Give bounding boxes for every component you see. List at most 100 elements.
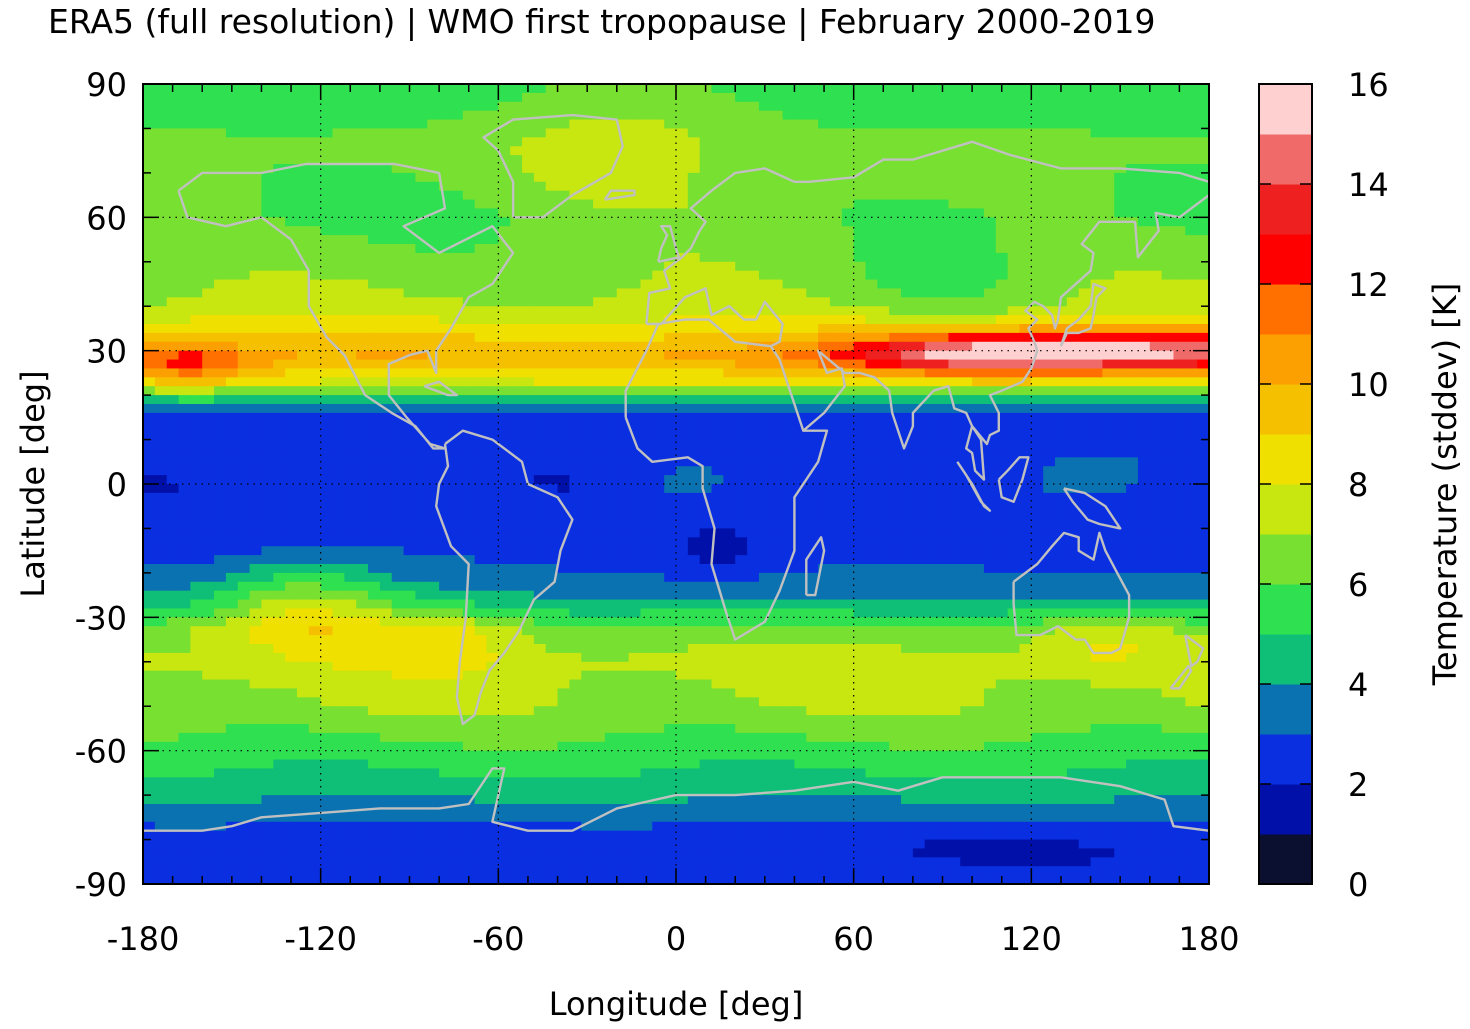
heatmap-cell <box>237 404 251 414</box>
heatmap-cell <box>770 412 784 423</box>
heatmap-cell <box>320 226 334 236</box>
heatmap-cell <box>616 492 630 503</box>
heatmap-cell <box>652 101 665 112</box>
heatmap-cell <box>818 457 831 467</box>
heatmap-cell <box>1185 528 1198 538</box>
heatmap-cell <box>510 537 523 547</box>
heatmap-cell <box>557 315 570 325</box>
heatmap-cell <box>806 359 819 370</box>
heatmap-cell <box>853 421 867 432</box>
heatmap-cell <box>1114 261 1127 272</box>
heatmap-cell <box>1031 546 1044 556</box>
heatmap-cell <box>581 501 594 512</box>
heatmap-cell <box>332 146 345 156</box>
heatmap-cell <box>723 448 736 458</box>
heatmap-cell <box>1126 341 1139 352</box>
heatmap-cell <box>498 92 511 103</box>
heatmap-cell <box>841 226 855 236</box>
heatmap-cell <box>853 537 867 547</box>
heatmap-cell <box>296 181 310 192</box>
heatmap-cell <box>522 270 535 281</box>
heatmap-cell <box>1055 261 1068 272</box>
heatmap-cell <box>462 492 476 503</box>
heatmap-cell <box>510 217 523 227</box>
heatmap-cell <box>344 439 357 450</box>
heatmap-cell <box>320 528 334 538</box>
heatmap-cell <box>664 528 677 538</box>
heatmap-cell <box>237 546 251 556</box>
heatmap-cell <box>154 350 168 361</box>
heatmap-cell <box>640 510 653 521</box>
heatmap-cell <box>936 457 950 467</box>
heatmap-cell <box>687 537 701 547</box>
heatmap-cell <box>225 217 239 227</box>
heatmap-cell <box>829 501 843 512</box>
heatmap-cell <box>533 84 547 94</box>
heatmap-cell <box>403 199 417 210</box>
heatmap-cell <box>770 172 784 183</box>
heatmap-cell <box>1149 501 1163 512</box>
heatmap-cell <box>1055 110 1068 121</box>
heatmap-cell <box>320 137 334 147</box>
heatmap-cell <box>912 119 926 130</box>
heatmap-cell <box>593 350 606 361</box>
heatmap-cell <box>308 252 322 263</box>
heatmap-cell <box>818 279 831 290</box>
heatmap-cell <box>782 457 796 467</box>
heatmap-cell <box>747 208 760 218</box>
heatmap-cell <box>782 235 796 245</box>
heatmap-cell <box>604 386 618 396</box>
heatmap-cell <box>699 208 713 218</box>
heatmap-cell <box>462 359 476 370</box>
heatmap-cell <box>225 430 239 441</box>
heatmap-cell <box>841 110 855 121</box>
heatmap-cell <box>379 137 393 147</box>
heatmap-cell <box>676 92 689 103</box>
heatmap-cell <box>1126 439 1139 450</box>
heatmap-cell <box>889 261 902 272</box>
heatmap-cell <box>415 146 428 156</box>
heatmap-cell <box>569 564 582 574</box>
heatmap-cell <box>474 466 488 476</box>
heatmap-cell <box>818 448 831 458</box>
heatmap-cell <box>1031 510 1044 521</box>
heatmap-cell <box>723 475 736 485</box>
heatmap-cell <box>1078 430 1092 441</box>
heatmap-cell <box>474 404 488 414</box>
heatmap-cell <box>581 279 594 290</box>
heatmap-cell <box>1019 501 1032 512</box>
heatmap-cell <box>415 528 428 538</box>
heatmap-cell <box>652 261 665 272</box>
heatmap-cell <box>758 421 772 432</box>
heatmap-cell <box>462 119 476 130</box>
heatmap-cell <box>676 164 689 174</box>
heatmap-cell <box>510 279 523 290</box>
heatmap-cell <box>1161 306 1175 316</box>
heatmap-cell <box>379 172 393 183</box>
heatmap-cell <box>510 448 523 458</box>
heatmap-cell <box>368 164 381 174</box>
heatmap-cell <box>676 172 689 183</box>
heatmap-cell <box>794 155 807 165</box>
heatmap-cell <box>344 155 357 165</box>
heatmap-cell <box>1102 492 1115 503</box>
heatmap-cell <box>723 528 736 538</box>
heatmap-cell <box>403 172 417 183</box>
heatmap-cell <box>1185 128 1198 138</box>
heatmap-cell <box>427 84 440 94</box>
heatmap-cell <box>676 155 689 165</box>
heatmap-cell <box>1043 412 1056 423</box>
heatmap-cell <box>178 279 191 290</box>
heatmap-cell <box>1185 315 1198 325</box>
heatmap-cell <box>510 270 523 281</box>
heatmap-cell <box>320 217 334 227</box>
heatmap-cell <box>972 412 985 423</box>
heatmap-cell <box>285 279 298 290</box>
heatmap-cell <box>1173 92 1186 103</box>
heatmap-cell <box>415 350 428 361</box>
heatmap-cell <box>1078 252 1092 263</box>
heatmap-cell <box>687 226 701 236</box>
heatmap-cell <box>1173 128 1186 138</box>
heatmap-cell <box>1019 492 1032 503</box>
heatmap-cell <box>368 555 381 565</box>
